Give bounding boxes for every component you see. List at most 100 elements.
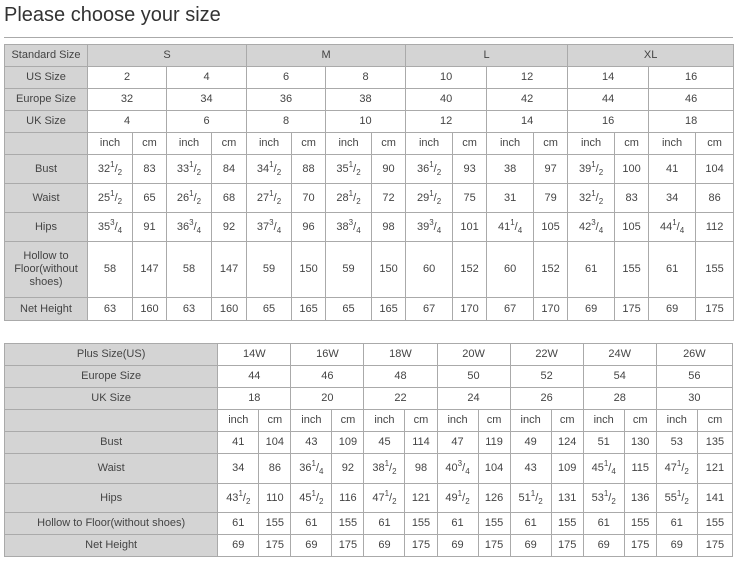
size-cell: 44 [217, 365, 292, 388]
standard-size-table: Standard Size S M L XL US Size 2 4 6 8 10 12 14 16 Eur… [4, 44, 735, 321]
table-row: Waist 251/2 65 261/2 68 271/2 70 281/2 72 291/2 75… [4, 183, 735, 213]
measure-cell: 105 [614, 212, 650, 242]
measure-cell: 98 [404, 453, 438, 484]
measure-cell: 58 [166, 241, 212, 298]
unit-label-cell: inch [87, 132, 133, 155]
measure-cell: 175 [550, 534, 584, 557]
measure-cell: 281/2 [325, 183, 373, 213]
size-cell: 10 [405, 66, 488, 89]
measure-cell: 104 [477, 453, 511, 484]
table-row: Europe Size 32 34 36 38 40 42 44 46 [4, 88, 735, 111]
measure-cell: 411/4 [486, 212, 535, 242]
measure-cell: 45 [363, 431, 406, 454]
measure-cell: 61 [509, 512, 552, 535]
measure-cell: 291/2 [405, 183, 454, 213]
measure-cell: 351/2 [325, 154, 373, 184]
measure-cell: 147 [132, 241, 167, 298]
measure-cell: 511/2 [509, 483, 552, 513]
measure-cell: 423/4 [567, 212, 616, 242]
unit-label-cell: cm [533, 132, 569, 155]
unit-label-cell: cm [477, 409, 511, 432]
unit-label-cell: cm [695, 132, 735, 155]
measure-cell: 69 [567, 297, 616, 321]
measure-cell: 112 [695, 212, 735, 242]
table-row: inch cm inch cm inch cm inch cm inch cm inch cm inch… [4, 132, 735, 155]
size-cell: 38 [325, 88, 407, 111]
unit-label-cell: inch [246, 132, 293, 155]
measure-cell: 110 [258, 483, 292, 513]
size-cell: 42 [486, 88, 569, 111]
row-label: Bust [3, 431, 219, 454]
unit-row-label [3, 409, 219, 432]
row-label: Europe Size [4, 88, 88, 111]
measure-cell: 38 [486, 154, 535, 184]
measure-cell: 165 [371, 297, 407, 321]
measure-cell: 363/4 [166, 212, 212, 242]
measure-cell: 59 [325, 241, 373, 298]
size-cell: 26 [509, 387, 584, 410]
measure-cell: 353/4 [87, 212, 133, 242]
measure-cell: 93 [452, 154, 488, 184]
row-label: Net Height [4, 297, 88, 321]
measure-cell: 175 [695, 297, 735, 321]
measure-cell: 341/2 [246, 154, 293, 184]
measure-cell: 175 [623, 534, 657, 557]
size-cell: 16 [567, 110, 650, 133]
measure-cell: 155 [404, 512, 438, 535]
measure-cell: 98 [371, 212, 407, 242]
measure-cell: 136 [623, 483, 657, 513]
measure-cell: 83 [614, 183, 650, 213]
measure-cell: 96 [291, 212, 327, 242]
size-cell: 54 [582, 365, 657, 388]
unit-label-cell: inch [290, 409, 333, 432]
size-cell: 4 [87, 110, 167, 133]
measure-cell: 105 [533, 212, 569, 242]
row-label: Standard Size [4, 44, 88, 67]
unit-label-cell: cm [550, 409, 584, 432]
measure-cell: 61 [290, 512, 333, 535]
size-cell: 26W [655, 343, 734, 366]
size-cell: 40 [405, 88, 488, 111]
size-cell: 24 [436, 387, 511, 410]
measure-cell: 61 [582, 512, 625, 535]
measure-cell: 114 [404, 431, 438, 454]
measure-cell: 124 [550, 431, 584, 454]
size-cell: 34 [165, 88, 248, 111]
size-cell: 22W [509, 343, 584, 366]
measure-cell: 72 [371, 183, 407, 213]
row-label: US Size [4, 66, 88, 89]
measure-cell: 116 [331, 483, 365, 513]
table-row: Bust 41 104 43 109 45 114 47 119 49 124 51 130 53 135 [3, 431, 734, 454]
table-row: UK Size 18 20 22 24 26 28 30 [3, 387, 734, 410]
measure-cell: 88 [291, 154, 327, 184]
table-row: UK Size 4 6 8 10 12 14 16 18 [4, 110, 735, 133]
measure-cell: 141 [696, 483, 734, 513]
size-cell: 48 [363, 365, 438, 388]
size-cell: 32 [87, 88, 167, 111]
unit-label-cell: cm [331, 409, 365, 432]
measure-cell: 61 [567, 241, 616, 298]
measure-cell: 119 [477, 431, 511, 454]
measure-cell: 58 [87, 241, 133, 298]
measure-cell: 321/2 [87, 154, 133, 184]
measure-cell: 79 [533, 183, 569, 213]
measure-cell: 86 [695, 183, 735, 213]
measure-cell: 451/4 [582, 453, 625, 484]
unit-row-label [4, 132, 88, 155]
measure-cell: 251/2 [87, 183, 133, 213]
size-cell: 50 [436, 365, 511, 388]
row-label: Hollow to Floor(without shoes) [3, 512, 219, 535]
table-row: Hips 353/4 91 363/4 92 373/4 96 383/4 98 393/4 101… [4, 212, 735, 242]
measure-cell: 104 [258, 431, 292, 454]
measure-cell: 126 [477, 483, 511, 513]
size-cell: 12 [405, 110, 488, 133]
measure-cell: 175 [258, 534, 292, 557]
measure-cell: 69 [290, 534, 333, 557]
plus-size-table: Plus Size(US) 14W 16W 18W 20W 22W 24W 26W Europe… [3, 343, 734, 557]
row-label: Bust [4, 154, 88, 184]
measure-cell: 165 [291, 297, 327, 321]
size-cell: 46 [648, 88, 735, 111]
row-label: UK Size [4, 110, 88, 133]
measure-cell: 69 [363, 534, 406, 557]
measure-cell: 175 [331, 534, 365, 557]
